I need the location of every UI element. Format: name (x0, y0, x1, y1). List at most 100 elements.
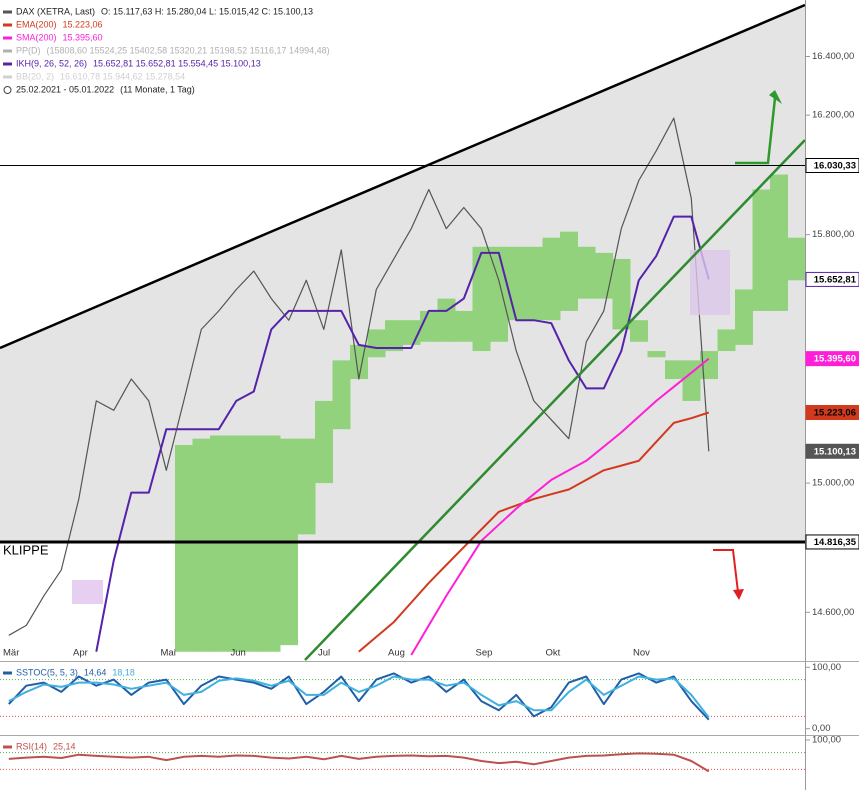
cloud-segment (420, 310, 438, 342)
legend-text: IKH(9, 26, 52, 26) (16, 58, 87, 68)
highlight-box (690, 250, 730, 315)
cloud-segment (752, 189, 771, 311)
series-line (358, 411, 710, 653)
cloud-segment (262, 435, 281, 652)
legend-text: EMA(200) (16, 19, 57, 29)
y-tick-label: 100,00 (812, 662, 841, 673)
x-tick-label: Apr (73, 648, 88, 659)
panel-title: RSI(14) (16, 741, 47, 751)
main-plot (8, 117, 805, 656)
legend-text: 15.652,81 15.652,81 15.554,45 15.100,13 (93, 58, 261, 68)
cloud-segment (665, 360, 683, 380)
price-box (805, 534, 859, 550)
price-box-label: 15.223,06 (814, 408, 856, 419)
arrow-head (733, 589, 744, 600)
y-tick-label: 16.400,00 (812, 51, 854, 62)
legend-value: 14,64 (84, 667, 107, 677)
series-line (410, 357, 710, 656)
price-box (805, 351, 859, 367)
x-tick-label: Nov (633, 648, 650, 659)
trend-line (0, 3, 806, 350)
legend-text: 25.02.2021 - 05.01.2022 (16, 84, 114, 94)
cloud-segment (315, 400, 333, 484)
y-tick-label: 15.000,00 (812, 478, 854, 489)
panel-title: SSTOC(5, 5, 3) (16, 667, 78, 677)
clock-icon (3, 86, 12, 94)
cloud-segment (717, 329, 736, 352)
price-box (805, 157, 859, 173)
price-box (805, 443, 859, 459)
x-tick-label: Aug (388, 648, 405, 659)
cloud-segment (385, 320, 403, 352)
cloud-segment (472, 246, 491, 352)
price-box-label: 16.030,33 (814, 161, 856, 172)
legend-text: BB(20, 2) (16, 71, 54, 81)
price-box-label: 15.652,81 (814, 274, 857, 285)
cloud-segment (787, 237, 805, 281)
y-tick-label: 0,00 (812, 723, 831, 734)
cloud-segment (770, 174, 788, 311)
price-box (805, 405, 859, 421)
arrow-down (713, 549, 739, 593)
x-tick-label: Mai (161, 648, 176, 659)
price-box-label: 14.816,35 (814, 537, 857, 548)
trend-line (304, 139, 806, 661)
legend-text: 16.610,78 15.944,62 15.278,54 (60, 71, 185, 81)
cloud-segment (227, 435, 246, 652)
series-line (95, 215, 710, 652)
highlight-box (72, 580, 103, 604)
x-tick-label: Mär (3, 648, 19, 659)
cloud-segment (455, 310, 473, 342)
legend-text: PP(D) (16, 45, 41, 55)
cloud-segment (630, 320, 648, 342)
legend-text: DAX (XETRA, Last) (16, 6, 95, 16)
cloud-segment (542, 237, 561, 321)
cloud-segment (735, 289, 753, 345)
legend-text: SMA(200) (16, 32, 57, 42)
cloud-segment (367, 329, 386, 358)
legend-text: 15.395,60 (63, 32, 103, 42)
cloud-segment (525, 246, 543, 321)
series-line (8, 117, 710, 636)
arrow-head (769, 90, 782, 104)
legend-text: 15.223,06 (63, 19, 103, 29)
cloud-segment (700, 351, 718, 380)
series-line (8, 675, 710, 719)
cloud-segment (332, 360, 351, 430)
price-box (805, 271, 859, 287)
cloud-segment (647, 351, 666, 358)
cloud-segment (507, 246, 526, 321)
x-tick-label: Jun (231, 648, 246, 659)
legend-value: 18,18 (112, 667, 135, 677)
cloud-segment (210, 435, 228, 652)
annotation: KLIPPE (3, 542, 49, 557)
cloud-segment (595, 252, 613, 299)
price-box-label: 15.395,60 (814, 354, 856, 365)
y-tick-label: 100,00 (812, 734, 841, 745)
x-tick-label: Jul (318, 648, 330, 659)
cloud-segment (612, 258, 631, 330)
x-tick-label: Okt (546, 648, 561, 659)
legend-text: (15808,60 15524,25 15402,58 15320,21 151… (47, 45, 330, 55)
price-box-label: 15.100,13 (814, 446, 856, 457)
cloud-segment (682, 360, 701, 401)
legend-value: 25,14 (53, 741, 76, 751)
legend-text: (11 Monate, 1 Tag) (120, 84, 195, 94)
y-tick-label: 15.800,00 (812, 229, 854, 240)
stoch-plot (0, 672, 805, 721)
cloud-segment (350, 344, 368, 380)
y-tick-label: 16.200,00 (812, 110, 854, 121)
cloud-segment (297, 438, 316, 535)
x-tick-label: Sep (476, 648, 493, 659)
overlay: 16.400,00 16.200,00 15.800,00 15.000,00 14.6… (0, 6, 859, 751)
legend-text: O: 15.117,63 H: 15.280,04 L: 15.015,42 C… (101, 6, 313, 16)
range-zone (0, 5, 805, 541)
cloud-segment (192, 438, 211, 652)
cloud-segment (245, 435, 263, 652)
cloud-segment (437, 298, 456, 342)
arrow-up (735, 97, 777, 165)
cloud-segment (560, 231, 578, 311)
cloud-segment (577, 246, 596, 299)
cloud-segment (175, 444, 193, 652)
